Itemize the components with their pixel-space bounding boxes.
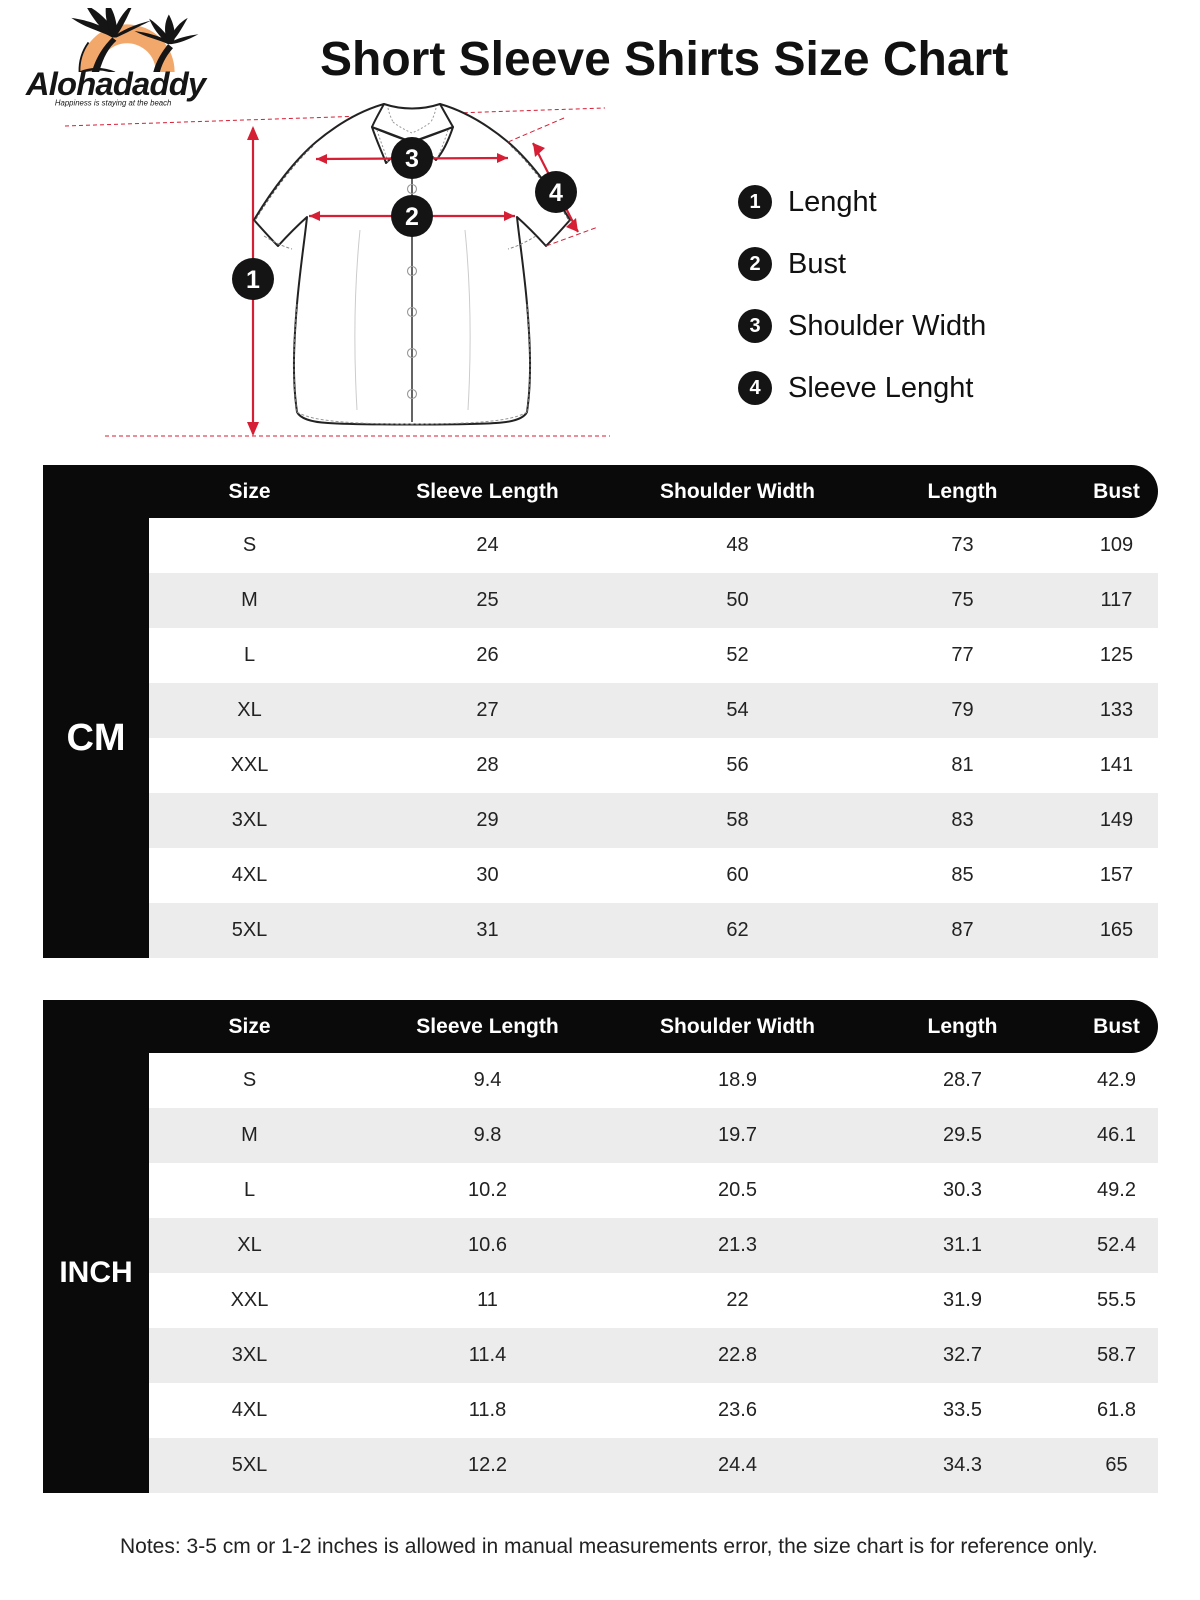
svg-text:1: 1 — [246, 266, 260, 294]
svg-text:3: 3 — [405, 145, 419, 173]
svg-text:4: 4 — [549, 179, 563, 207]
svg-text:2: 2 — [405, 203, 419, 231]
